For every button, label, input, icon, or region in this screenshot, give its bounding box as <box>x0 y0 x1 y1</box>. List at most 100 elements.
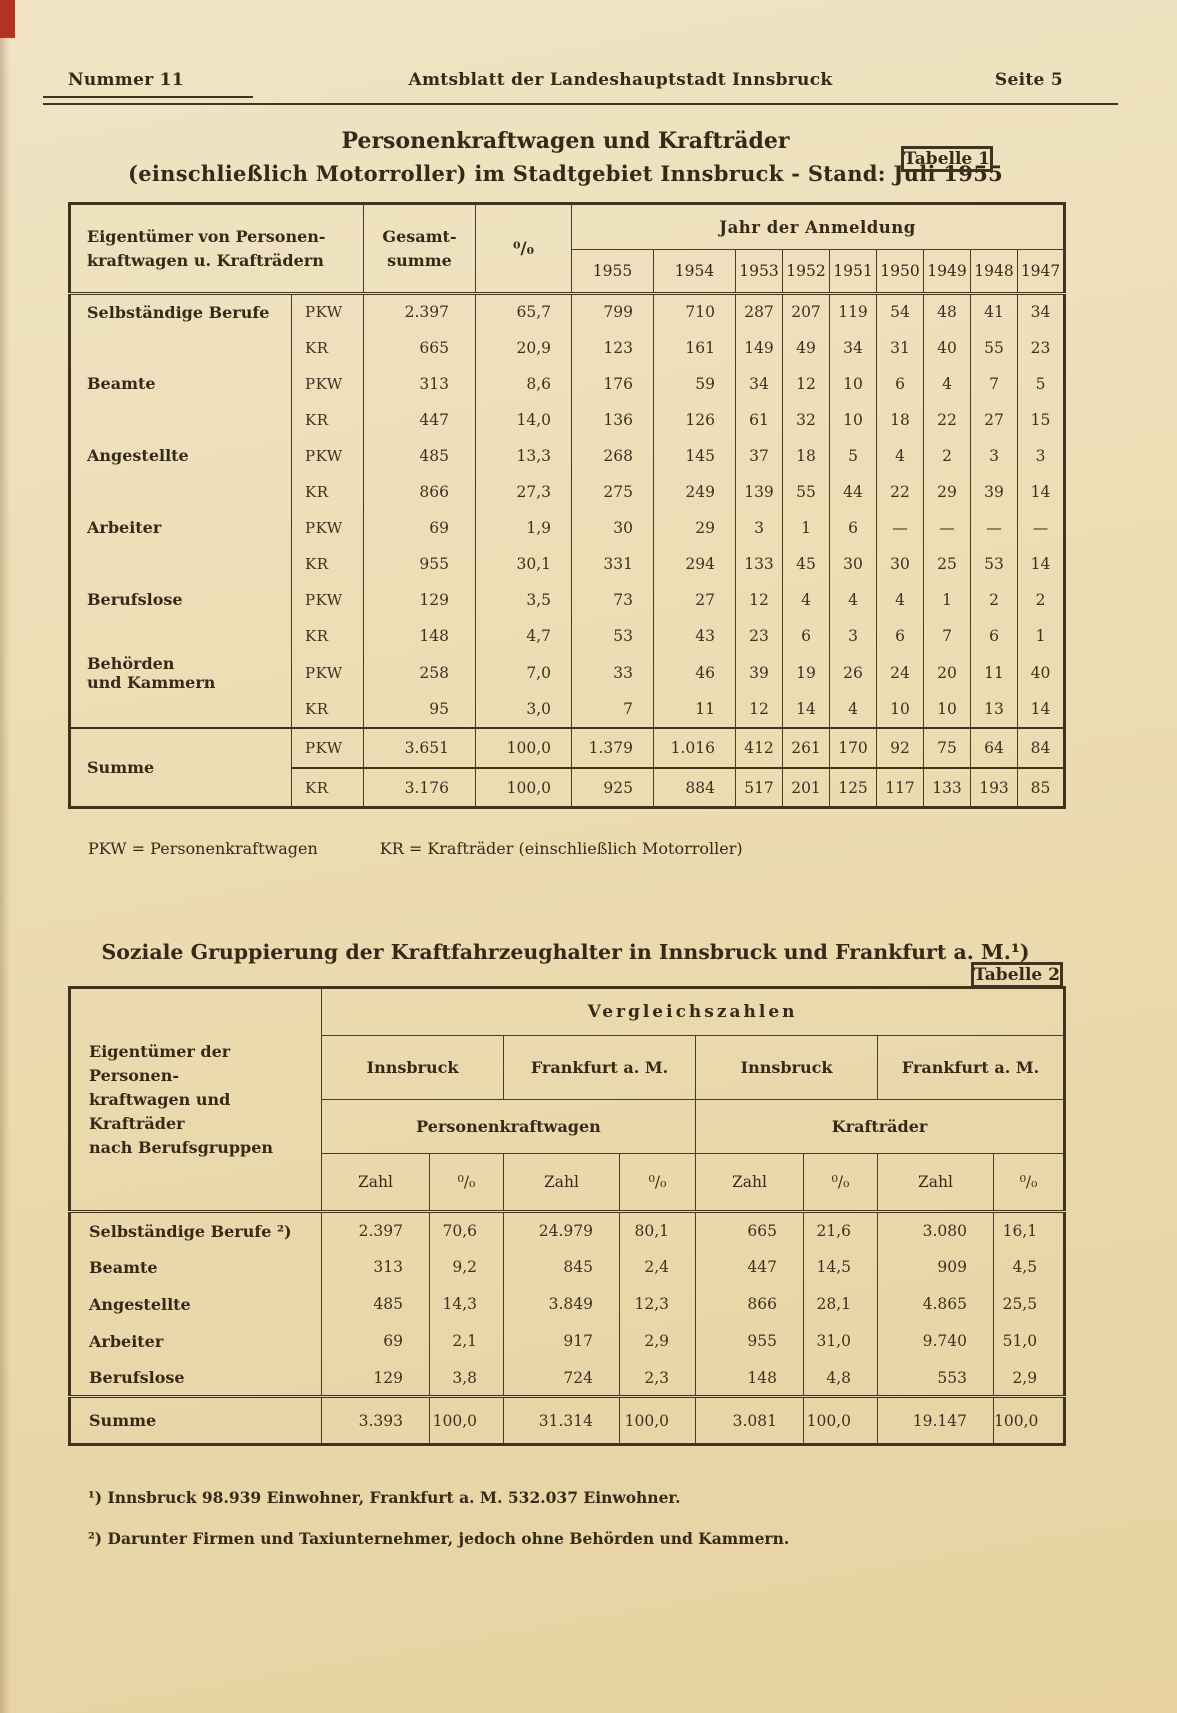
total-cell: 148 <box>363 617 476 654</box>
value-cell: 80,1 <box>619 1210 696 1249</box>
year-value-cell: 4 <box>782 581 830 618</box>
year-value-cell: 6 <box>829 509 877 546</box>
table1-summe: Summe PKW 3.651 100,0 1.379 1.016 412 261 170 92 7… <box>69 726 1065 808</box>
table2-label: Tabelle 2 <box>970 962 1063 989</box>
year-value-cell: 18 <box>876 401 924 438</box>
year-value-cell: 48 <box>923 292 971 330</box>
vehicle-type-cell: PKW <box>291 509 364 546</box>
owner-column-header: Eigentümer von Personen- kraftwagen u. K… <box>87 227 326 270</box>
table-row: KR 95 3,0 7 11 12 14 4 10 10 13 14 <box>70 691 1065 728</box>
owner-group-cell: Angestellte <box>87 445 189 465</box>
value-cell: 2,4 <box>619 1248 696 1286</box>
year-header: 1955 <box>571 249 654 294</box>
measure-header: Zahl <box>877 1153 994 1212</box>
total-cell: 955 <box>363 545 476 582</box>
vehicle-type-cell: KR <box>291 329 364 366</box>
year-header: 1949 <box>923 249 971 294</box>
year-value-cell: 1 <box>782 509 830 546</box>
percent-cell: 14,0 <box>475 401 572 438</box>
total-cell: 95 <box>363 691 476 728</box>
year-value-cell: 6 <box>876 617 924 654</box>
summe-label: Summe <box>69 1395 322 1445</box>
owner-group-cell <box>70 618 292 654</box>
year-value-cell: 55 <box>782 473 830 510</box>
year-value-cell: 161 <box>653 329 736 366</box>
value-cell: 955 <box>695 1322 804 1360</box>
value-cell: 917 <box>503 1322 620 1360</box>
table2-title: Soziale Gruppierung der Kraftfahrzeughal… <box>101 940 1030 965</box>
year-value-cell: 46 <box>653 653 736 692</box>
year-value-cell: 54 <box>876 292 924 330</box>
measure-header: Zahl <box>503 1153 620 1212</box>
year-value-cell: 19 <box>782 653 830 692</box>
year-value-cell: 5 <box>1016 365 1065 402</box>
year-value-cell: 45 <box>782 545 830 582</box>
measure-header-row: Zahl ⁰/₀ Zahl ⁰/₀ Zahl ⁰/₀ Zahl ⁰/₀ <box>70 1153 1065 1212</box>
year-value-cell: 3 <box>1016 437 1065 474</box>
page-header: Nummer 11 Amtsblatt der Landeshauptstadt… <box>68 70 1063 90</box>
vehicle-type-cell: PKW <box>291 292 364 330</box>
year-value-cell: 30 <box>571 509 654 546</box>
table-row: Arbeiter PKW 69 1,9 30 29 3 1 6— — — — <box>70 509 1065 546</box>
vehicle-group-header: Krafträder <box>694 1099 1065 1155</box>
year-value-cell: 73 <box>571 581 654 618</box>
percent-cell: 30,1 <box>475 545 572 582</box>
year-value-cell: 294 <box>653 545 736 582</box>
total-cell: 866 <box>363 473 476 510</box>
value-cell: 866 <box>695 1285 804 1323</box>
year-value-cell: 3 <box>829 617 877 654</box>
year-value-cell: 20 <box>923 653 971 692</box>
value-cell: 51,0 <box>992 1322 1065 1360</box>
year-value-cell: 23 <box>735 617 783 654</box>
issue-number: Nummer 11 <box>68 70 184 90</box>
summe-row: KR 3.176 100,0 925 884 517 201 125 117 133 193 85 <box>70 766 1065 808</box>
owner-group-cell <box>70 546 292 582</box>
value-cell: 69 <box>321 1322 430 1360</box>
year-value-cell: 4 <box>829 581 877 618</box>
value-cell: 2.397 <box>321 1210 430 1249</box>
vehicle-type-cell: KR <box>291 401 364 438</box>
value-cell: 148 <box>695 1359 804 1397</box>
occupation-label: Beamte <box>89 1257 158 1277</box>
vehicle-type-cell: KR <box>291 617 364 654</box>
table-row: KR 955 30,1 331 294 133 45 30 30 25 53 14 <box>70 545 1065 582</box>
year-value-cell: 14 <box>1016 473 1065 510</box>
year-group-header: Jahr der Anmeldung <box>570 203 1065 250</box>
year-value-cell: 6 <box>782 617 830 654</box>
vehicle-type-cell: KR <box>291 766 364 808</box>
summe-row: Summe 3.393 100,0 31.314 100,0 3.081 100,0 19.1… <box>69 1395 1065 1445</box>
year-value-cell: 261 <box>782 726 830 768</box>
year-header: 1954 <box>653 249 736 294</box>
total-cell: 2.397 <box>363 292 476 330</box>
header-rule-short <box>43 96 253 98</box>
value-cell: 313 <box>321 1248 430 1286</box>
table-row: Beamte PKW 313 8,6 176 59 34 12 10 6 4 7 5 <box>70 365 1065 402</box>
year-value-cell: 207 <box>782 292 830 330</box>
vehicle-type-cell: PKW <box>291 365 364 402</box>
year-value-cell: 126 <box>653 401 736 438</box>
value-cell: 9.740 <box>877 1322 994 1360</box>
city-header: Innsbruck <box>695 1035 878 1101</box>
year-value-cell: 884 <box>653 766 736 808</box>
year-value-cell: 31 <box>876 329 924 366</box>
year-value-cell: 6 <box>970 617 1018 654</box>
total-cell: 3.176 <box>363 766 476 808</box>
city-header-row: Innsbruck Frankfurt a. M. Innsbruck Frankfu… <box>70 1035 1065 1101</box>
year-header: 1948 <box>970 249 1018 294</box>
year-value-cell: 13 <box>970 691 1018 728</box>
value-cell: 12,3 <box>619 1285 696 1323</box>
year-value-cell: 193 <box>970 766 1018 808</box>
year-value-cell: 18 <box>782 437 830 474</box>
value-cell: 2,3 <box>619 1359 696 1397</box>
owner-group-cell <box>70 692 292 728</box>
year-value-cell: 201 <box>782 766 830 808</box>
comparison-table: Eigentümer der Personen- kraftwagen und … <box>68 986 1067 1447</box>
year-value-cell: 85 <box>1016 766 1065 808</box>
value-cell: 24.979 <box>503 1210 620 1249</box>
year-value-cell: 15 <box>1016 401 1065 438</box>
percent-cell: 100,0 <box>475 726 572 768</box>
year-value-cell: 29 <box>653 509 736 546</box>
percent-cell: 27,3 <box>475 473 572 510</box>
value-cell: 909 <box>877 1248 994 1286</box>
year-value-cell: 40 <box>1016 653 1065 692</box>
